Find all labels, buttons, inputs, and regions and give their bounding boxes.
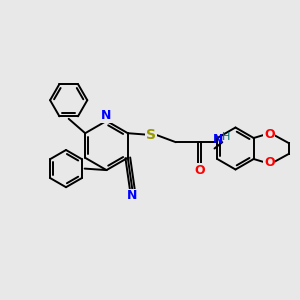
Text: O: O bbox=[194, 164, 205, 177]
Text: S: S bbox=[146, 128, 156, 142]
Text: O: O bbox=[264, 156, 274, 169]
Text: N: N bbox=[213, 133, 223, 146]
Text: N: N bbox=[101, 109, 112, 122]
Text: O: O bbox=[264, 128, 274, 141]
Text: H: H bbox=[222, 132, 230, 142]
Text: N: N bbox=[127, 189, 137, 203]
